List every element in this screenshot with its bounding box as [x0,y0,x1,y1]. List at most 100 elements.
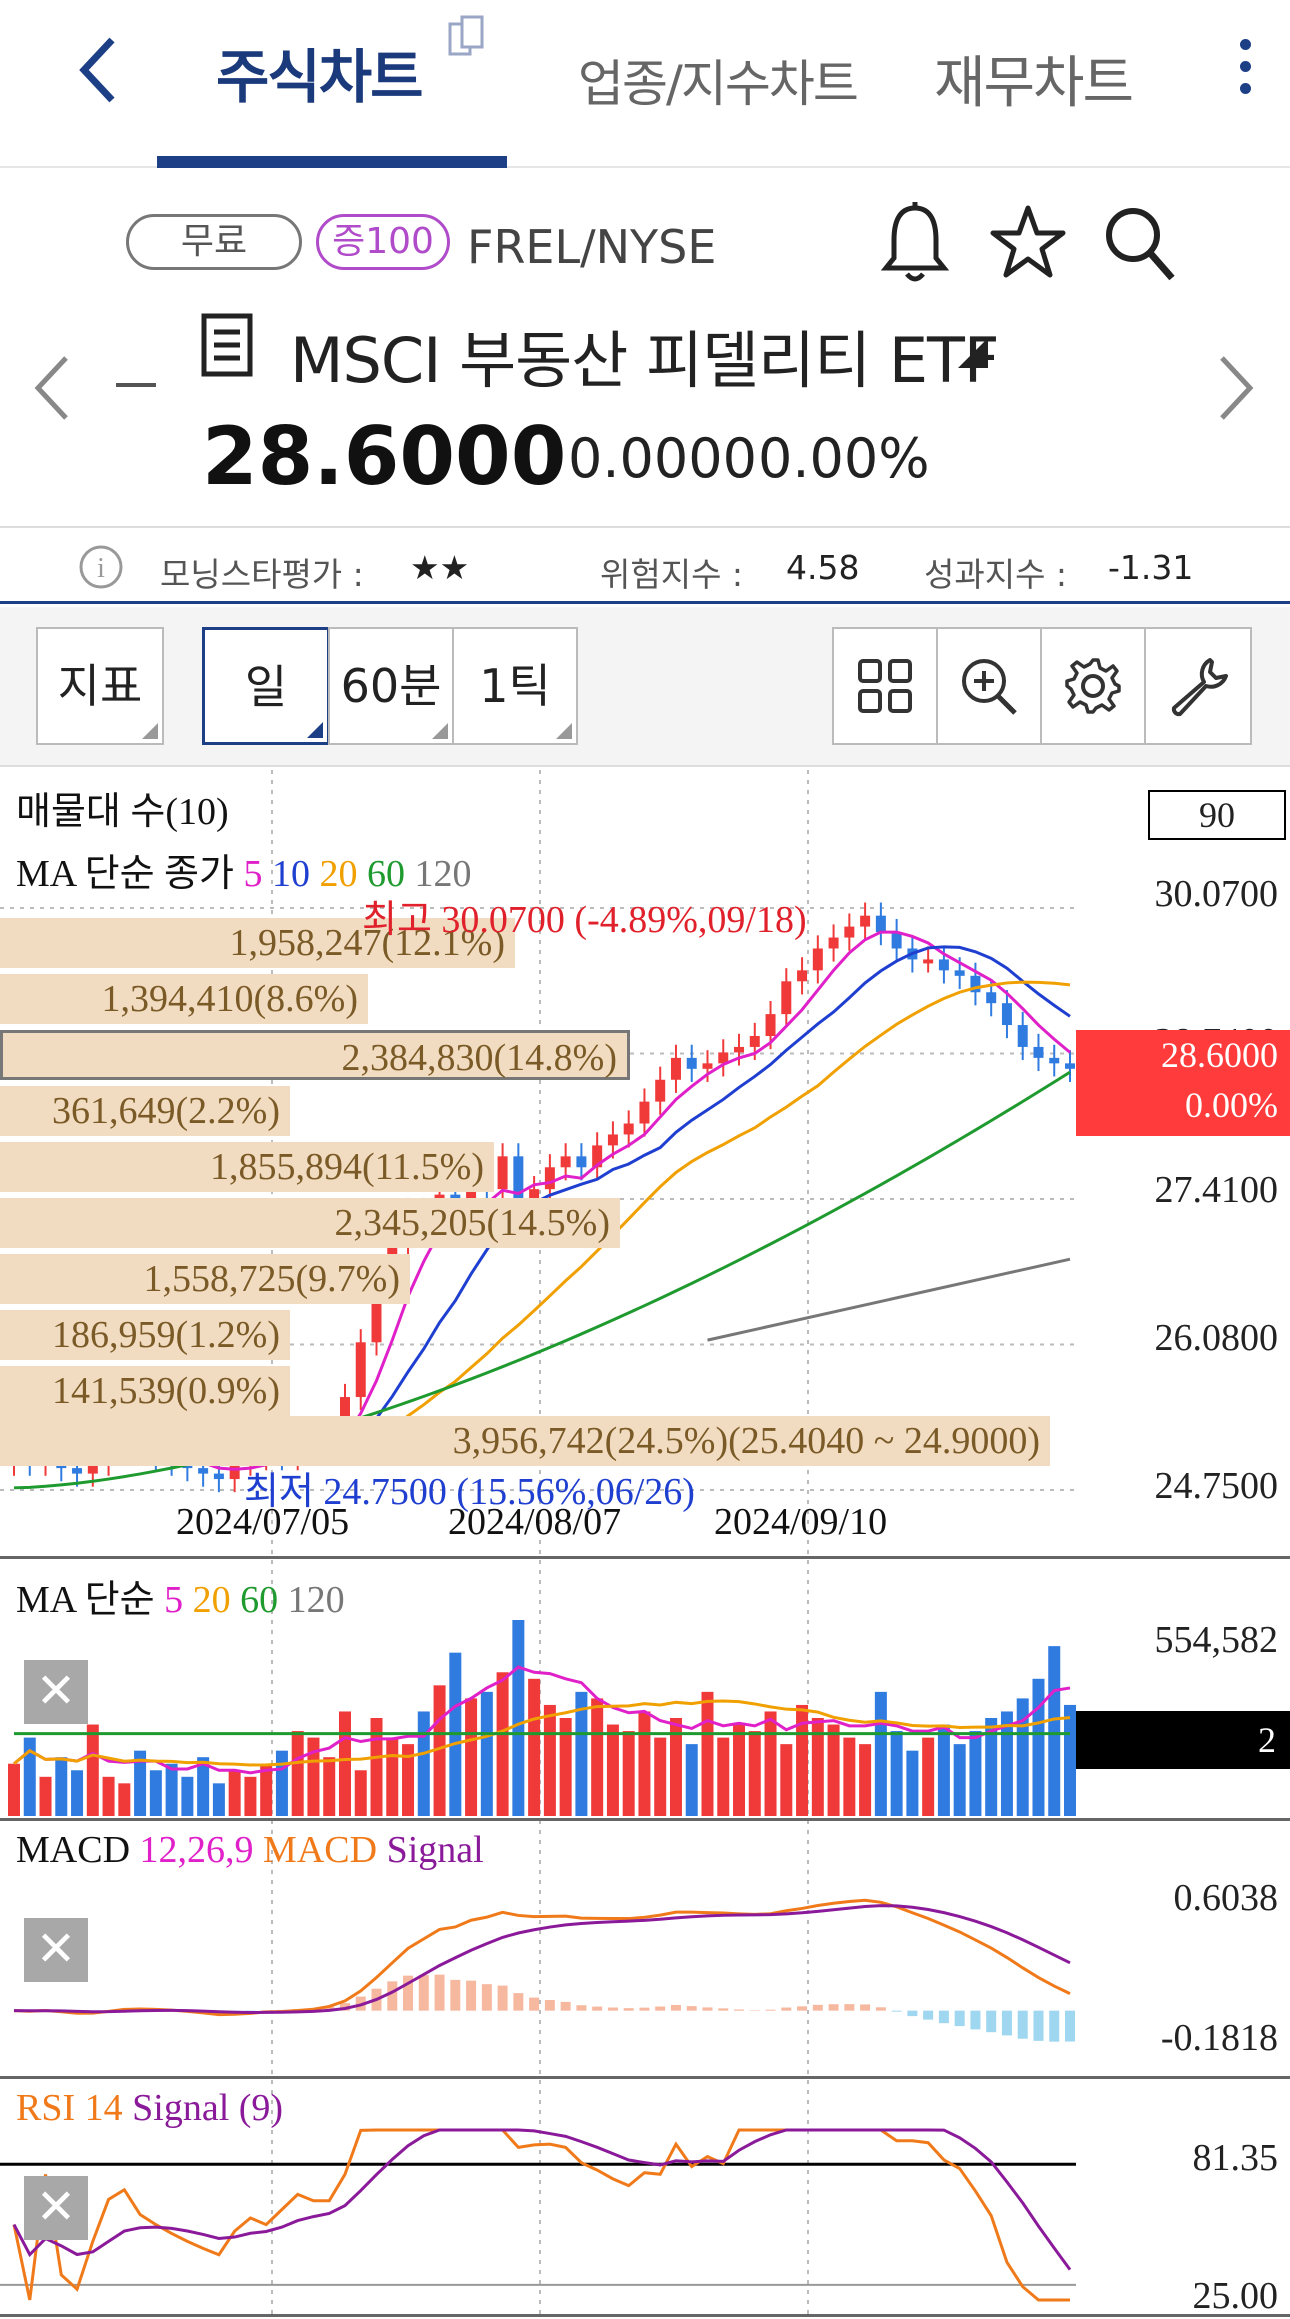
macd-histogram-bar [497,1985,508,2011]
volume-bar [937,1724,950,1816]
candle-body [1049,1057,1060,1064]
info-icon[interactable]: i [78,544,124,590]
settings-button[interactable] [1040,627,1146,745]
bell-icon[interactable] [880,200,950,290]
macd-signal-label: Signal [386,1829,484,1871]
volume-bar [417,1711,430,1816]
last-price-pct: 0.00% [1185,1085,1278,1125]
copy-icon[interactable] [447,14,487,64]
volume-bar [764,1711,777,1816]
indicator-button[interactable]: 지표 [36,627,164,745]
candle-body [734,1046,745,1053]
x-tick-3: 2024/09/10 [714,1501,888,1543]
close-rsi-panel-icon[interactable]: ✕ [24,2176,88,2240]
tab-stock-chart[interactable]: 주식차트 [216,43,423,111]
volume-bar [890,1731,903,1816]
macd-top-tick: 0.6038 [1173,1877,1279,1919]
volume-profile-bar: 2,345,205(14.5%) [0,1198,620,1248]
prev-stock-icon[interactable] [30,350,76,430]
candle-body [1017,1025,1028,1047]
volume-profile-bar: 3,956,742(24.5%)(25.4040 ~ 24.9000) [0,1416,1050,1466]
document-icon[interactable] [200,312,256,382]
macd-histogram-bar [923,2010,934,2020]
stock-name[interactable]: MSCI 부동산 피델리티 ETF [290,324,1000,397]
y-tick-1: 30.0700 [1154,873,1279,915]
macd-histogram-bar [450,1979,461,2011]
search-icon[interactable] [1102,204,1178,288]
volume-bar [654,1737,667,1816]
last-price-value: 28.6000 [1161,1035,1278,1075]
macd-histogram-bar [529,1997,540,2011]
period-60min-button[interactable]: 60분 [328,627,454,745]
macd-histogram-bar [576,2005,587,2011]
back-icon[interactable] [70,30,130,110]
tools-button[interactable] [1144,627,1252,745]
volume-bar [338,1711,351,1816]
macd-histogram-bar [592,2006,603,2011]
panel-divider-volume [0,1556,1290,1559]
volume-bar [307,1737,320,1816]
vol-ma5-label: 5 [164,1579,184,1621]
more-menu-icon[interactable] [1230,30,1260,110]
candle-body [1033,1046,1044,1058]
volume-bar [23,1737,36,1816]
macd-histogram-bar [324,2006,335,2011]
candle-body [923,959,934,964]
macd-histogram-bar [828,2004,839,2011]
macd-title-text: MACD [16,1829,131,1871]
volume-bar [811,1718,824,1816]
volume-ma-title-text: MA 단순 [16,1579,155,1621]
morningstar-stars: ★★ [410,548,470,587]
svg-text:i: i [97,553,105,584]
ticker-symbol: FREL/NYSE [467,220,717,274]
star-icon[interactable] [990,204,1066,284]
volume-bar [543,1704,556,1816]
volume-bar [685,1744,698,1816]
macd-histogram-bar [387,1981,398,2011]
macd-histogram-bar [513,1993,524,2011]
macd-histogram-bar [765,2009,776,2011]
volume-bar [370,1718,383,1816]
volume-bar [354,1770,367,1816]
ma20-label: 20 [319,853,358,895]
volume-profile-count-box[interactable]: 90 [1148,790,1286,840]
candle-body [497,1156,508,1190]
macd-line [13,1898,1071,2017]
price-change: 0.0000 [568,427,757,490]
volume-profile-bar: 186,959(1.2%) [0,1310,290,1360]
close-volume-panel-icon[interactable]: ✕ [24,1660,88,1724]
volume-bar [212,1783,225,1816]
x-tick-2: 2024/08/07 [448,1501,622,1543]
macd-histogram-bar [718,2008,729,2011]
macd-histogram-bar [1065,2010,1075,2042]
candle-body [72,1468,83,1474]
tab-financial-chart[interactable]: 재무차트 [934,51,1134,116]
volume-bar [118,1783,131,1816]
period-tick-button[interactable]: 1틱 [452,627,578,745]
volume-bar [528,1678,541,1816]
volume-bar [1016,1698,1029,1816]
candle-body [781,981,792,1015]
volume-bar [134,1750,147,1816]
volume-bar [575,1691,588,1816]
period-day-button[interactable]: 일 [202,627,330,745]
candle-body [718,1052,729,1064]
volume-bar [323,1757,336,1816]
current-price: 28.6000 [202,410,567,503]
volume-profile-bar: 2,384,830(14.8%) [0,1030,630,1080]
close-macd-panel-icon[interactable]: ✕ [24,1918,88,1982]
tab-industry-chart[interactable]: 업종/지수차트 [578,55,859,113]
rsi-signal-label: Signal (9) [132,2087,284,2129]
last-price-marker: 28.6000 0.00% [1076,1030,1290,1136]
zoom-button[interactable] [936,627,1042,745]
wrench-icon [1171,658,1228,717]
macd-histogram-bar [544,1999,555,2011]
layout-grid-button[interactable] [832,627,938,745]
y-tick-3: 27.4100 [1154,1169,1279,1211]
macd-histogram-bar [860,2004,871,2011]
dropdown-triangle-icon[interactable] [956,336,990,374]
vol-ma120-label: 120 [287,1579,345,1621]
volume-bar [102,1776,115,1816]
next-stock-icon[interactable] [1212,350,1258,430]
macd-histogram-bar [970,2010,981,2030]
